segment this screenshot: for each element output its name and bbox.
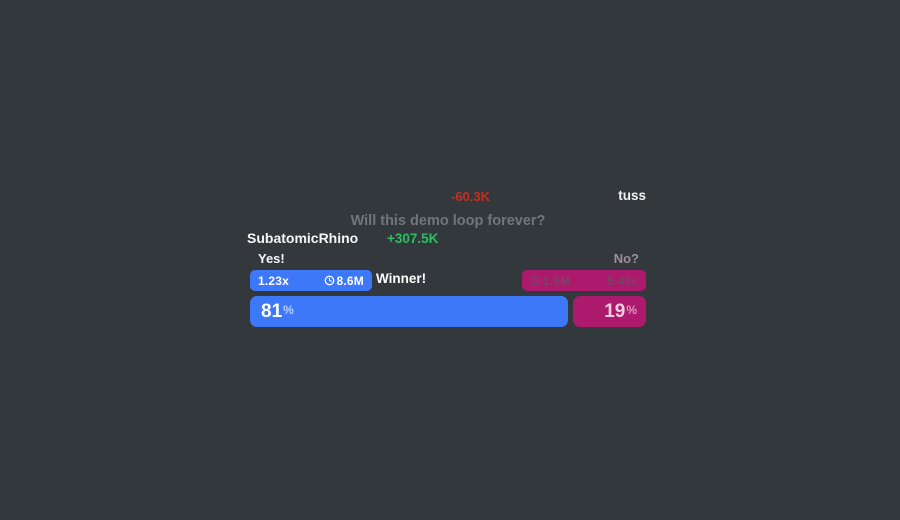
yes-pool: 8.6M <box>324 274 364 288</box>
no-pool-value: 1.9M <box>543 273 571 288</box>
clock-icon <box>324 275 334 286</box>
yes-percent: 81% <box>261 301 294 322</box>
yes-progress-bar: 81% <box>250 296 568 327</box>
no-progress-bar: 19% <box>572 296 646 327</box>
outcome-no-odds-pill[interactable]: 1.9M 5.40x <box>522 270 646 291</box>
net-change-negative: -60.3K <box>451 189 491 204</box>
winner-badge: Winner! <box>376 271 427 286</box>
vote-bars: 81% 19% <box>250 296 646 327</box>
prediction-overlay: -60.3K tuss Will this demo loop forever?… <box>247 185 646 330</box>
no-pool: 1.9M <box>530 274 570 288</box>
net-change-positive: +307.5K <box>387 231 439 246</box>
clock-icon <box>530 275 541 286</box>
yes-multiplier: 1.23x <box>258 273 290 288</box>
outcome-no-label: No? <box>613 251 639 266</box>
yes-pool-value: 8.6M <box>336 273 364 288</box>
outcome-yes-label: Yes! <box>258 251 285 266</box>
username-fragment: tuss <box>618 188 646 203</box>
outcome-yes-odds-pill[interactable]: 1.23x 8.6M <box>250 270 372 291</box>
prediction-question: Will this demo loop forever? <box>350 213 546 229</box>
no-multiplier: 5.40x <box>606 273 638 288</box>
no-percent: 19% <box>604 301 637 322</box>
player-name: SubatomicRhino <box>247 230 359 246</box>
